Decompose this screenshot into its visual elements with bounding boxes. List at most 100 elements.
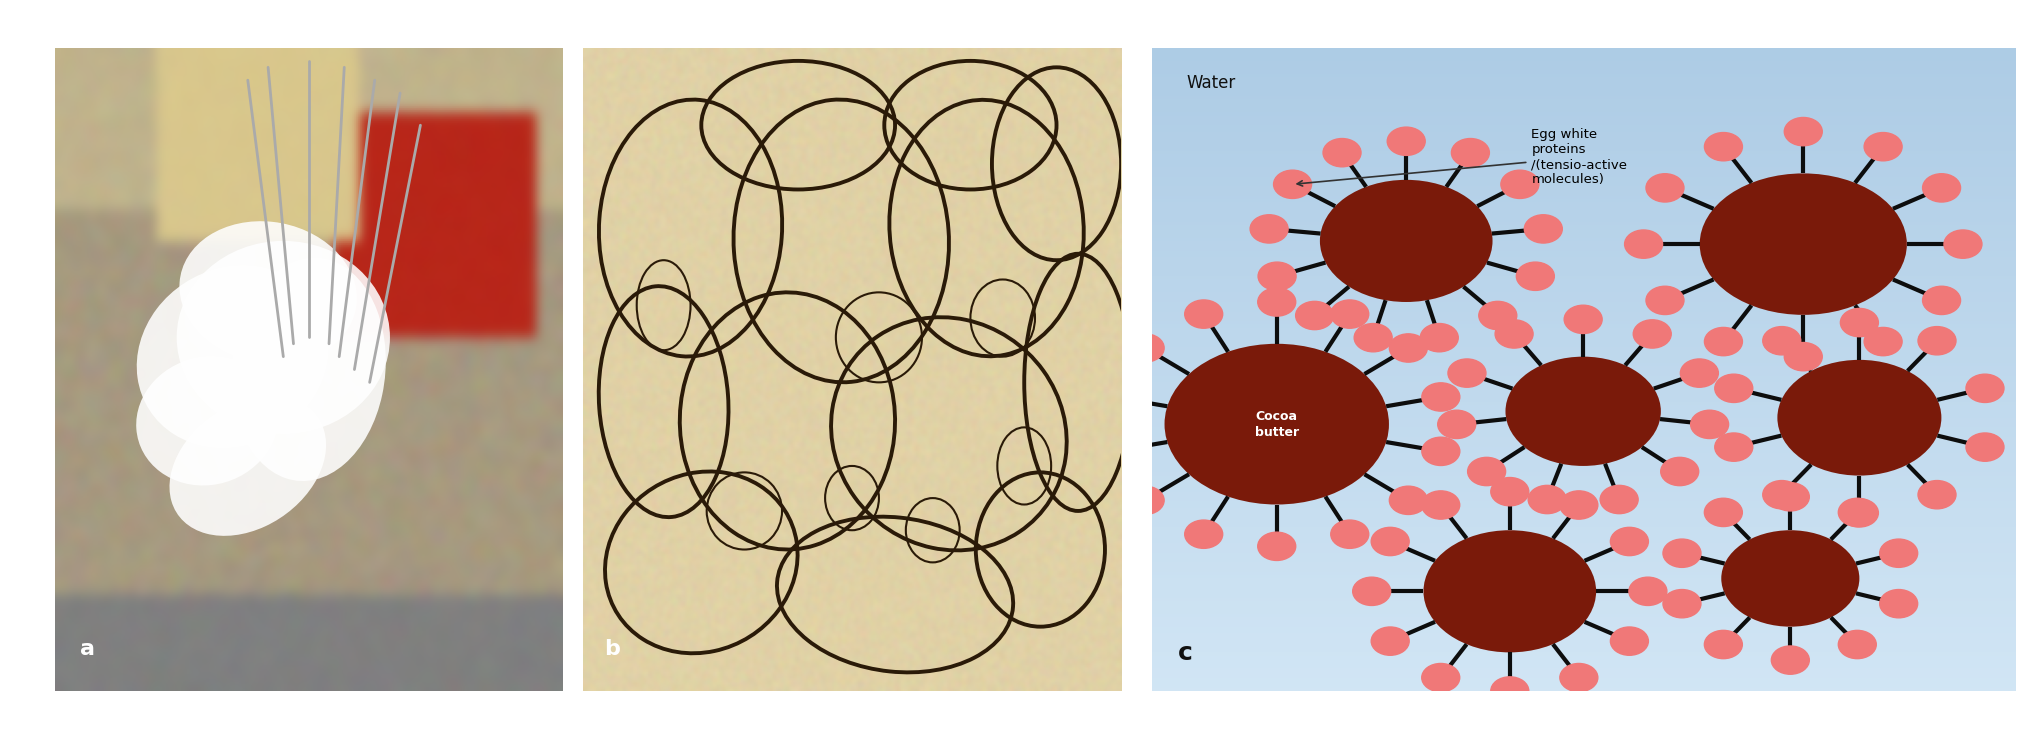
Circle shape (1257, 288, 1295, 316)
Circle shape (1295, 302, 1334, 330)
Circle shape (1559, 491, 1598, 520)
Circle shape (1661, 457, 1697, 486)
Circle shape (1880, 590, 1916, 618)
Circle shape (1679, 359, 1717, 387)
Circle shape (1421, 383, 1460, 411)
Ellipse shape (231, 258, 386, 481)
Circle shape (1273, 170, 1311, 199)
Circle shape (1632, 320, 1671, 348)
Circle shape (1965, 374, 2004, 403)
Circle shape (1370, 627, 1409, 655)
Circle shape (1490, 477, 1529, 505)
Circle shape (1468, 457, 1504, 486)
Circle shape (1183, 520, 1222, 548)
Circle shape (1559, 664, 1598, 692)
Circle shape (1965, 433, 2004, 461)
Circle shape (1478, 302, 1516, 330)
Circle shape (1689, 410, 1728, 438)
Circle shape (1370, 528, 1409, 556)
Circle shape (1703, 132, 1742, 161)
Circle shape (1784, 342, 1821, 371)
Circle shape (1703, 630, 1742, 658)
Circle shape (1864, 132, 1902, 161)
Circle shape (1703, 327, 1742, 355)
Circle shape (1624, 230, 1663, 258)
Circle shape (1610, 528, 1648, 556)
Ellipse shape (179, 221, 357, 364)
Circle shape (1125, 334, 1163, 362)
Circle shape (1389, 334, 1427, 362)
Circle shape (1092, 437, 1131, 466)
Circle shape (1600, 486, 1638, 514)
Circle shape (1330, 300, 1368, 328)
Circle shape (1610, 627, 1648, 655)
Circle shape (1916, 480, 1955, 509)
Ellipse shape (136, 265, 329, 448)
Circle shape (1125, 486, 1163, 514)
Text: Cocoa
butter: Cocoa butter (1255, 409, 1297, 439)
Circle shape (1330, 520, 1368, 548)
Circle shape (1525, 215, 1561, 243)
Text: b: b (605, 638, 619, 659)
Circle shape (1421, 664, 1460, 692)
Circle shape (1864, 327, 1902, 355)
Circle shape (1770, 646, 1809, 674)
Ellipse shape (1699, 174, 1906, 315)
Circle shape (1563, 305, 1602, 333)
Circle shape (1183, 300, 1222, 328)
Circle shape (1490, 677, 1529, 705)
Circle shape (1943, 230, 1981, 258)
Circle shape (1784, 118, 1821, 146)
Circle shape (1354, 324, 1391, 352)
Circle shape (1713, 433, 1752, 461)
Circle shape (1352, 577, 1391, 605)
Text: Egg white
proteins
/(tensio-active
molecules): Egg white proteins /(tensio-active molec… (1297, 129, 1626, 186)
Circle shape (1421, 491, 1460, 520)
Circle shape (1447, 359, 1486, 387)
Circle shape (1386, 127, 1425, 155)
Circle shape (1257, 262, 1295, 290)
Circle shape (1257, 532, 1295, 560)
Circle shape (1451, 138, 1488, 167)
Circle shape (1663, 539, 1699, 568)
Circle shape (1322, 138, 1360, 167)
Circle shape (1421, 437, 1460, 466)
Circle shape (1837, 630, 1876, 658)
Ellipse shape (177, 241, 390, 434)
Ellipse shape (1719, 530, 1859, 627)
Ellipse shape (1504, 357, 1661, 466)
Circle shape (1644, 174, 1683, 202)
Circle shape (1703, 498, 1742, 527)
Circle shape (1250, 215, 1287, 243)
Ellipse shape (168, 396, 327, 536)
Circle shape (1092, 383, 1131, 411)
Circle shape (1762, 327, 1801, 355)
Ellipse shape (1423, 531, 1596, 653)
Circle shape (1922, 286, 1959, 315)
Text: Water: Water (1186, 74, 1234, 92)
Circle shape (1880, 539, 1916, 568)
Circle shape (1628, 577, 1667, 605)
Circle shape (1762, 480, 1801, 509)
Circle shape (1419, 324, 1458, 352)
Circle shape (1713, 374, 1752, 403)
Circle shape (1644, 286, 1683, 315)
Circle shape (1527, 486, 1565, 514)
Ellipse shape (1163, 344, 1389, 505)
Circle shape (1500, 170, 1539, 199)
Text: a: a (81, 638, 95, 659)
Circle shape (1839, 308, 1878, 337)
Ellipse shape (136, 356, 278, 486)
Circle shape (1437, 410, 1476, 438)
Circle shape (1516, 262, 1553, 290)
Ellipse shape (1320, 180, 1492, 302)
Circle shape (1663, 590, 1699, 618)
Text: c: c (1177, 641, 1192, 665)
Circle shape (1837, 498, 1876, 527)
Circle shape (1839, 499, 1878, 527)
Circle shape (1770, 483, 1809, 511)
Circle shape (1916, 327, 1955, 355)
Ellipse shape (1776, 360, 1941, 476)
Circle shape (1494, 320, 1533, 348)
Circle shape (1389, 486, 1427, 514)
